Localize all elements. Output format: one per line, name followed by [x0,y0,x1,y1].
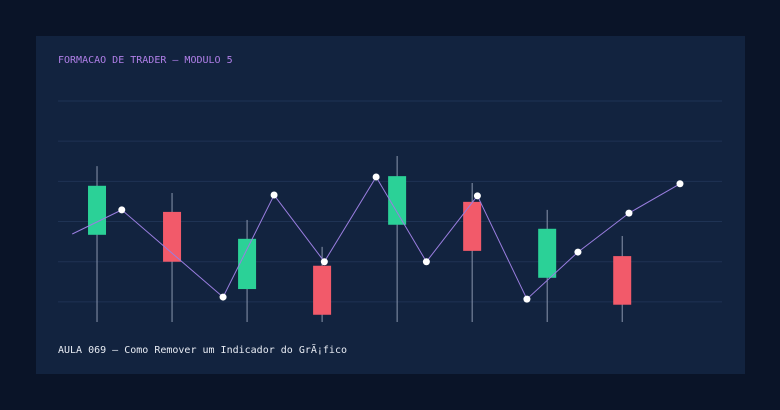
candle-body [613,256,632,305]
overlay-point [118,206,126,214]
candle-body [88,185,107,235]
candle-body [388,176,407,225]
overlay-point [676,180,684,188]
candle-body [163,211,182,262]
overlay-point [320,258,328,266]
candle-body [313,265,332,315]
overlay-point [372,173,380,181]
overlay-point [625,209,633,217]
chart-subtitle: AULA 069 — Como Remover um Indicador do … [58,343,347,356]
overlay-point [219,293,227,301]
overlay-point [574,248,582,256]
overlay-point [270,191,278,199]
overlay-line [72,175,681,300]
overlay-point [523,295,531,303]
chart-title: FORMACAO DE TRADER — MODULO 5 [58,55,233,66]
candle-body [538,228,557,278]
overlay-point [473,192,481,200]
overlay-point [422,258,430,266]
candle-body [463,201,482,251]
candle-body [238,238,257,290]
